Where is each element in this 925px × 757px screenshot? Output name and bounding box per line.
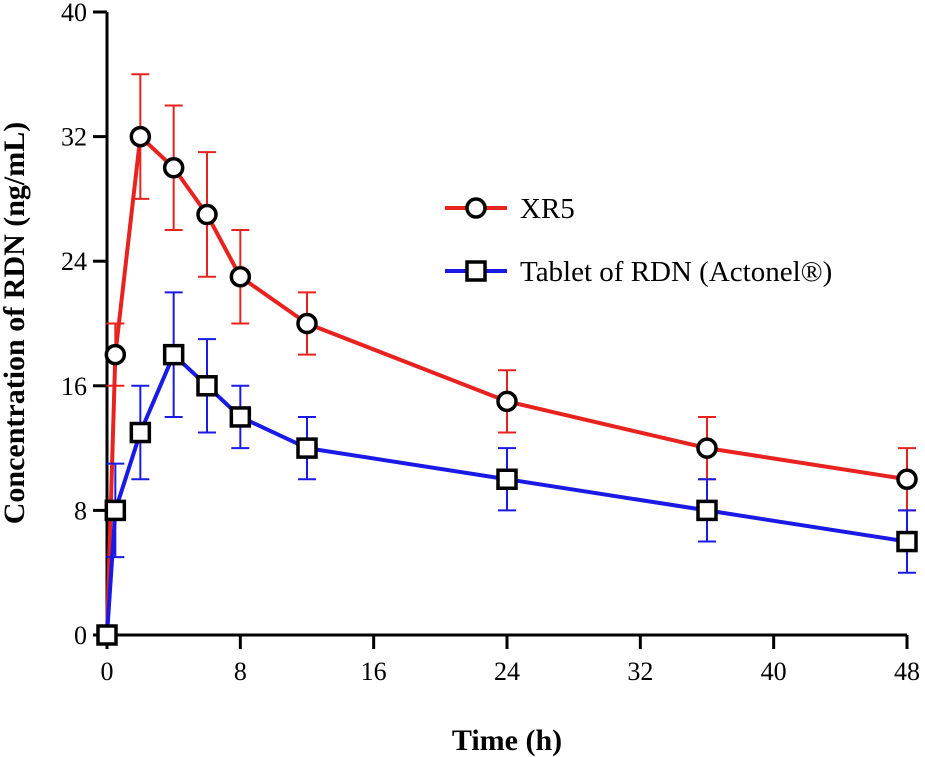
legend-swatch-marker [465,197,487,219]
data-point [496,468,518,490]
legend-entry-xr5: XR5 [445,193,575,225]
x-tick-label: 8 [234,657,247,686]
data-point [496,390,518,413]
data-point [196,203,218,226]
x-tick-label: 0 [101,657,114,686]
x-axis-title: Time (h) [452,724,562,757]
y-tick-label: 40 [61,0,87,27]
series-layer [96,73,918,646]
axes: 0 8 16 24 32 40 0 8 16 24 32 40 48 [61,0,920,686]
x-tick-label: 16 [361,657,387,686]
data-point [129,125,152,148]
data-point [896,468,918,490]
data-point [162,343,185,366]
data-point [696,499,718,522]
legend-label: Tablet of RDN (Actonel®) [520,256,832,288]
legend-label: XR5 [520,193,575,225]
series-xr5 [96,73,918,646]
y-tick-label: 8 [74,496,87,525]
y-tick-label: 24 [61,247,87,276]
data-point [104,343,127,366]
y-axis-title: Concentration of RDN (ng/mL) [0,122,31,524]
series-line [105,352,908,636]
data-point [129,421,152,444]
x-tick-label: 24 [494,657,520,686]
y-tick-label: 32 [61,123,87,152]
y-tick-label: 16 [61,372,87,401]
data-point [896,530,918,553]
x-tick-label: 48 [894,657,920,686]
data-point [196,375,218,397]
data-point [296,312,318,335]
x-tick-label: 32 [627,657,653,686]
y-tick-label: 0 [74,621,87,650]
data-point [296,437,318,459]
series-line [105,134,908,636]
legend-entry-tablet-of-rdn-actonel: Tablet of RDN (Actonel®) [445,256,832,288]
data-point [229,266,252,288]
legend-swatch-marker [465,260,487,282]
data-point [229,406,252,428]
legend: XR5 Tablet of RDN (Actonel®) [445,193,832,288]
data-point [696,437,718,459]
series-tablet-of-rdn-actonel [96,291,918,646]
data-point [162,157,185,179]
data-point [96,624,118,646]
data-point [104,499,127,522]
x-tick-label: 40 [761,657,787,686]
